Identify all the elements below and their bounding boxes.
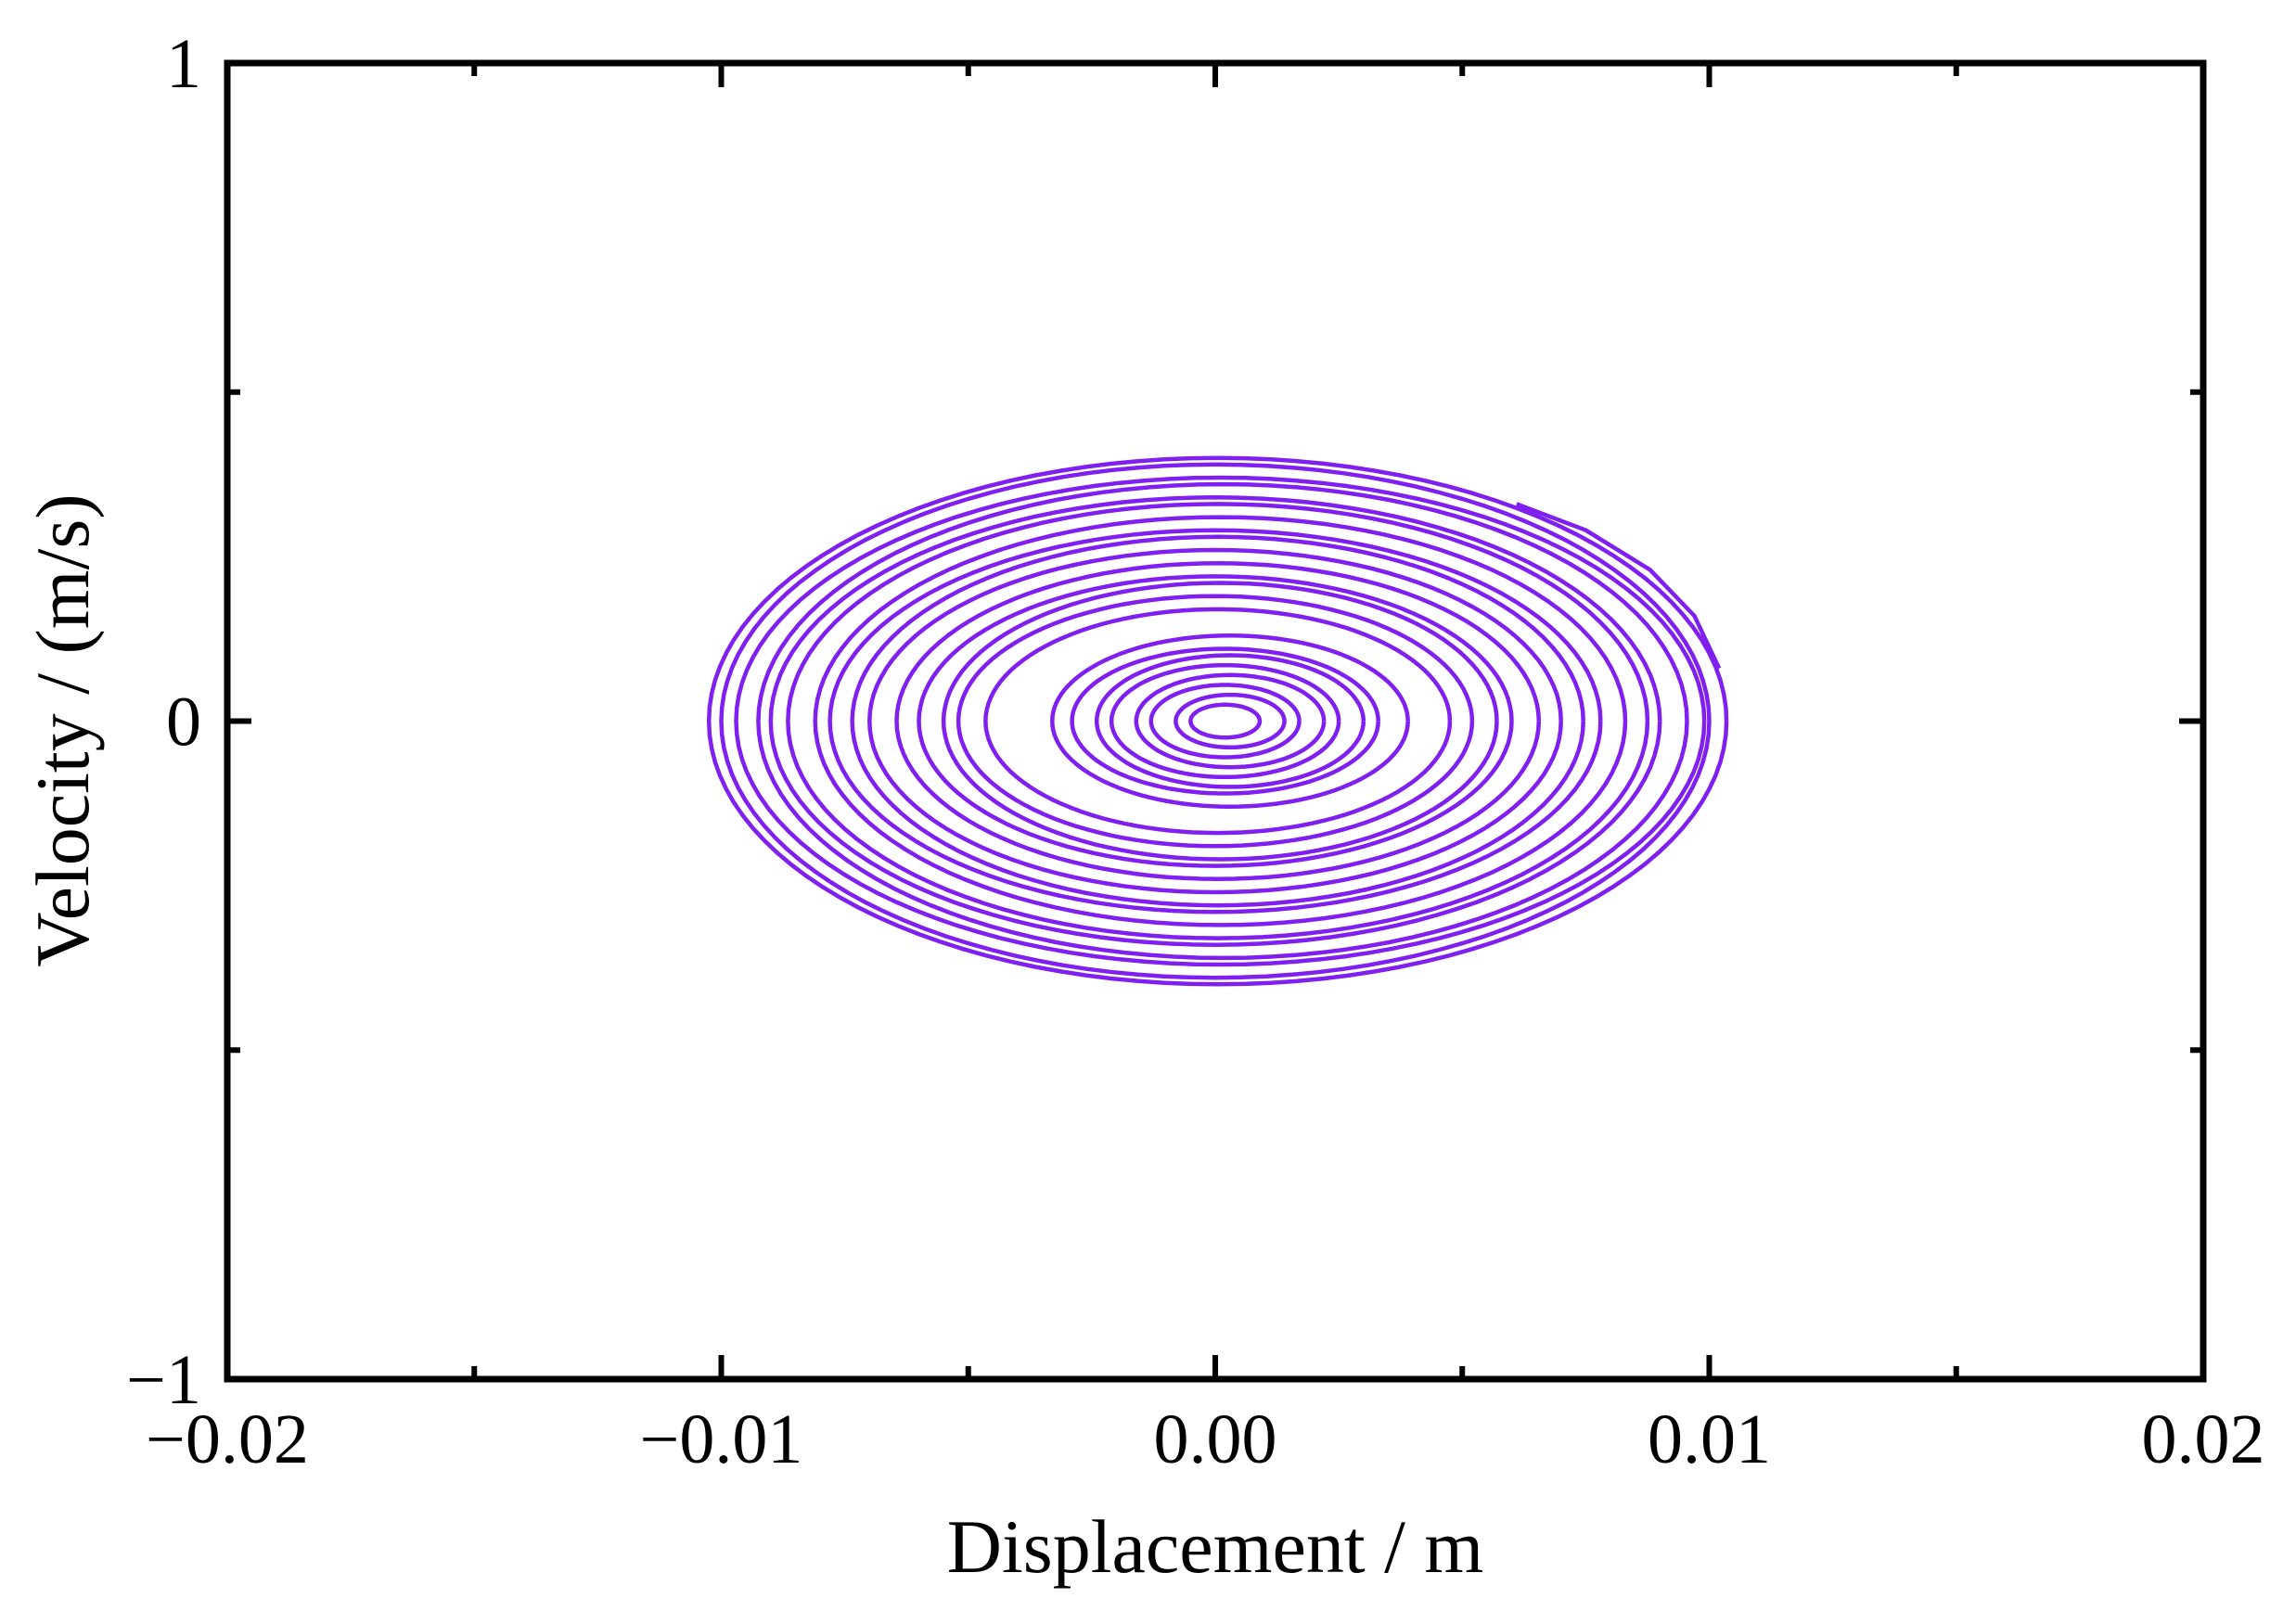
y-tick-label: 0 [166, 684, 201, 761]
x-tick-label: −0.02 [146, 1400, 309, 1478]
x-tick-label: 0.02 [2142, 1400, 2265, 1478]
y-tick-label: −1 [126, 1341, 201, 1419]
series-layer [706, 455, 1729, 987]
y-tick-label: 1 [166, 25, 201, 103]
y-axis-title: Velocity / (m/s) [20, 493, 105, 966]
trajectory-loop-5 [786, 502, 1650, 940]
trajectory-loop-8 [850, 534, 1585, 908]
trajectory-loop-0 [706, 455, 1729, 987]
trajectory-loop-13 [956, 594, 1475, 849]
trajectory-loop-2 [734, 475, 1707, 967]
trajectory-loop-15 [1050, 633, 1410, 809]
trajectory-loop-7 [827, 528, 1603, 914]
trajectory-loop-19 [1134, 672, 1327, 770]
trajectory-loop-9 [867, 547, 1563, 895]
x-tick-label: 0.00 [1154, 1400, 1277, 1478]
x-tick-label: 0.01 [1648, 1400, 1771, 1478]
trajectory-loop-21 [1174, 692, 1287, 750]
trajectory-loop-17 [1094, 653, 1366, 789]
trajectory-loop-3 [756, 481, 1689, 961]
trajectory-tail [1516, 502, 1722, 670]
trajectory-loop-1 [719, 462, 1712, 980]
trajectory-loop-4 [768, 495, 1662, 947]
trajectory-loop-16 [1070, 646, 1380, 796]
trajectory-loop-6 [813, 515, 1628, 927]
plot-frame [224, 59, 2207, 1383]
trajectory-loop-20 [1148, 683, 1302, 760]
x-tick-label: −0.01 [640, 1400, 803, 1478]
trajectory-loop-10 [894, 560, 1542, 882]
x-axis-title: Displacement / m [947, 1504, 1483, 1589]
trajectory-loop-14 [983, 607, 1453, 836]
labels-layer: −0.02 −0.01 0.00 0.01 0.02 −1 0 1 [126, 25, 2264, 1478]
trajectory-loop-22 [1188, 702, 1263, 740]
trajectory-loop-11 [917, 574, 1514, 868]
trajectory-loop-18 [1109, 662, 1341, 780]
trajectory-loop-12 [941, 581, 1499, 862]
